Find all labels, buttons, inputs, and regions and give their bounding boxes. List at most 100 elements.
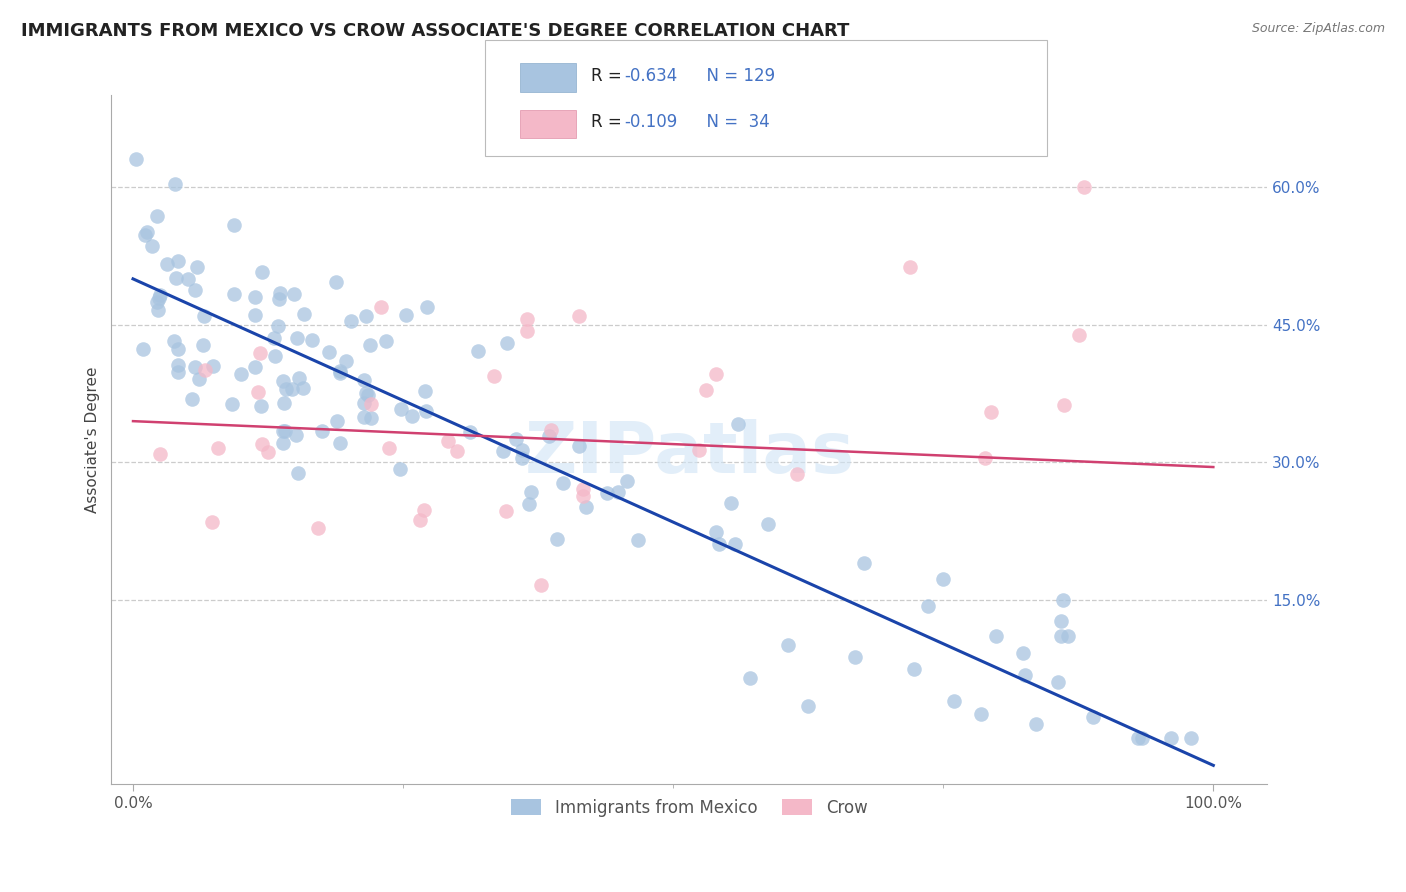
Text: ZIPatlas: ZIPatlas <box>524 418 855 488</box>
Point <box>353 409 375 424</box>
Point <box>149 447 172 461</box>
Point <box>482 368 505 383</box>
Point <box>285 428 308 442</box>
Point <box>695 383 717 397</box>
Point <box>301 333 323 347</box>
Point <box>181 392 204 407</box>
Point <box>329 367 352 381</box>
Point <box>146 302 169 317</box>
Point <box>335 353 357 368</box>
Point <box>516 312 538 326</box>
Point <box>727 417 749 431</box>
Point <box>167 364 190 378</box>
Text: IMMIGRANTS FROM MEXICO VS CROW ASSOCIATE'S DEGREE CORRELATION CHART: IMMIGRANTS FROM MEXICO VS CROW ASSOCIATE… <box>21 22 849 40</box>
Point <box>1012 646 1035 660</box>
Point <box>354 309 377 323</box>
Point <box>136 226 159 240</box>
Point <box>778 638 800 652</box>
Point <box>274 425 297 439</box>
Point <box>495 503 517 517</box>
Point <box>706 367 728 381</box>
Point <box>243 290 266 304</box>
Point <box>516 324 538 338</box>
Point <box>931 572 953 586</box>
Text: Source: ZipAtlas.com: Source: ZipAtlas.com <box>1251 22 1385 36</box>
Point <box>704 525 727 540</box>
Point <box>898 260 921 275</box>
Point <box>568 310 591 324</box>
Text: N = 129: N = 129 <box>696 67 775 85</box>
Point <box>256 444 278 458</box>
Point <box>458 425 481 440</box>
Point <box>1081 710 1104 724</box>
Point <box>786 467 808 482</box>
Point <box>280 382 302 396</box>
Point <box>389 402 412 417</box>
Legend: Immigrants from Mexico, Crow: Immigrants from Mexico, Crow <box>505 792 875 823</box>
Point <box>707 537 730 551</box>
Point <box>412 503 434 517</box>
Point <box>510 451 533 466</box>
Point <box>271 436 294 450</box>
Point <box>184 360 207 375</box>
Point <box>271 424 294 438</box>
Point <box>224 286 246 301</box>
Point <box>903 662 925 676</box>
Point <box>124 152 146 166</box>
Point <box>250 399 273 413</box>
Point <box>177 271 200 285</box>
Point <box>186 260 208 274</box>
Point <box>187 372 209 386</box>
Y-axis label: Associate's Degree: Associate's Degree <box>86 367 100 513</box>
Point <box>723 536 745 550</box>
Point <box>495 335 517 350</box>
Point <box>1052 593 1074 607</box>
Text: R =: R = <box>591 67 627 85</box>
Point <box>520 485 543 500</box>
Point <box>540 423 562 437</box>
Point <box>273 374 295 388</box>
Point <box>267 319 290 334</box>
Point <box>329 435 352 450</box>
Point <box>146 295 169 310</box>
Point <box>184 283 207 297</box>
Point <box>131 342 153 356</box>
Point <box>437 434 460 448</box>
Point <box>264 349 287 363</box>
Point <box>413 384 436 399</box>
Text: -0.109: -0.109 <box>624 113 678 131</box>
Point <box>1025 717 1047 731</box>
Point <box>283 287 305 301</box>
Point <box>446 443 468 458</box>
Point <box>974 451 997 466</box>
Point <box>370 301 392 315</box>
Point <box>360 397 382 411</box>
Point <box>568 439 591 453</box>
Point <box>329 364 352 378</box>
Point <box>360 410 382 425</box>
Point <box>250 264 273 278</box>
Point <box>146 209 169 223</box>
Point <box>165 271 187 285</box>
Point <box>551 475 574 490</box>
Point <box>688 442 710 457</box>
Point <box>356 385 378 400</box>
Point <box>191 337 214 351</box>
Point <box>287 466 309 480</box>
Point <box>492 443 515 458</box>
Point <box>222 218 245 232</box>
Point <box>291 381 314 395</box>
Point <box>537 429 560 443</box>
Point <box>243 360 266 375</box>
Text: -0.634: -0.634 <box>624 67 678 85</box>
Point <box>167 343 190 357</box>
Point <box>575 500 598 515</box>
Point <box>318 345 340 359</box>
Point <box>229 367 252 381</box>
Point <box>1067 328 1090 343</box>
Point <box>194 363 217 377</box>
Point <box>200 515 222 529</box>
Point <box>467 344 489 359</box>
Point <box>166 253 188 268</box>
Point <box>389 462 412 476</box>
